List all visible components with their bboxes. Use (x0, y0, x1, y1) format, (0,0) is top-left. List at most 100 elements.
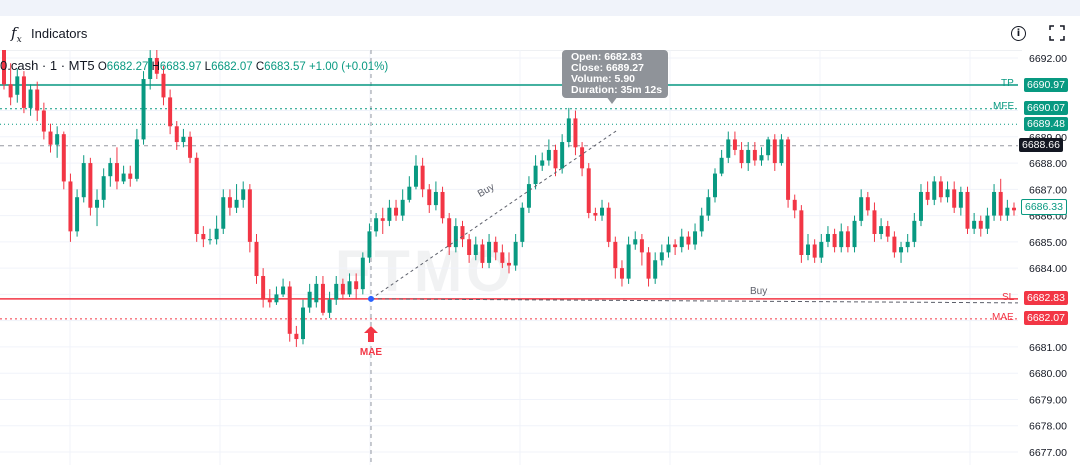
candle-body (825, 233, 830, 242)
candle-body (958, 191, 963, 208)
candle-body (281, 286, 286, 295)
candle-body (128, 173, 133, 179)
candle-body (859, 197, 864, 221)
mae-price-tag[interactable]: 6682.07 (1024, 311, 1068, 325)
candle-body (121, 173, 126, 182)
candle-body (41, 110, 46, 132)
candle-body (799, 210, 804, 255)
candle-body (380, 218, 385, 221)
candle-body (274, 294, 279, 303)
trade-tooltip: Open: 6682.83 Close: 6689.27 Volume: 5.9… (562, 50, 668, 98)
candle-body (141, 79, 146, 140)
candle-body (752, 149, 757, 161)
candle-body (194, 157, 199, 234)
candle-body (320, 283, 325, 313)
y-tick-label: 6677.00 (1029, 447, 1067, 459)
candle-body (307, 291, 312, 308)
candlestick-chart[interactable]: 6692.006691.006690.006689.006688.006687.… (0, 50, 1080, 465)
low-key: L (204, 61, 212, 73)
mae-level-label: MAE (992, 312, 1014, 323)
info-icon[interactable]: i (1011, 26, 1026, 41)
candle-body (706, 197, 711, 216)
y-tick-label: 6681.00 (1029, 342, 1067, 354)
candle-body (872, 210, 877, 234)
candle-body (201, 233, 206, 240)
candle-body (433, 191, 438, 206)
candle-body (819, 241, 824, 258)
candle-body (301, 307, 306, 340)
candle-body (746, 149, 751, 164)
candle-body (626, 244, 631, 279)
candle-body (154, 58, 159, 74)
candle-body (546, 149, 551, 161)
tooltip-volume: Volume: 5.90 (571, 73, 635, 85)
candle-body (938, 181, 943, 198)
mfe2-price-tag[interactable]: 6689.48 (1024, 117, 1068, 131)
candle-body (992, 191, 997, 216)
candle-body (540, 160, 545, 166)
candle-body (75, 197, 80, 232)
candle-body (925, 191, 930, 200)
symbol-label[interactable]: 0.cash · 1 · MT5 (0, 58, 95, 73)
candle-body (812, 244, 817, 258)
candle-body (234, 199, 239, 208)
change-value: +1.00 (+0.01%) (308, 61, 389, 73)
candle-body (719, 157, 724, 174)
candle-body (792, 199, 797, 211)
high-key: H (151, 61, 160, 73)
tooltip-duration: Duration: 35m 12s (571, 84, 663, 96)
candle-body (254, 241, 259, 277)
candle-body (978, 220, 983, 229)
candle-body (420, 165, 425, 190)
candle-body (181, 136, 186, 143)
candle-body (161, 73, 166, 98)
candle-body (261, 276, 266, 300)
candle-body (2, 50, 6, 85)
candle-body (779, 139, 784, 164)
candle-body (61, 134, 66, 182)
candle-body (487, 241, 492, 263)
y-tick-label: 6684.00 (1029, 263, 1067, 275)
tooltip-open: Open: 6682.83 (571, 51, 643, 63)
candle-body (712, 173, 717, 198)
candle-body (214, 228, 219, 240)
candle-body (247, 189, 252, 242)
sl-price-tag[interactable]: 6682.83 (1024, 291, 1068, 305)
candle-body (653, 260, 658, 279)
candle-body (593, 212, 598, 216)
candle-body (507, 262, 511, 266)
candle-body (267, 299, 272, 303)
candle-body (533, 165, 538, 185)
candle-body (560, 142, 565, 169)
mfe-label: MFE (993, 101, 1015, 112)
candle-body (892, 236, 897, 253)
mfe-price-tag[interactable]: 6690.07 (1024, 101, 1068, 115)
candle-body (287, 286, 292, 334)
candle-body (513, 241, 518, 266)
y-tick-label: 6678.00 (1029, 421, 1067, 433)
candle-body (440, 191, 445, 219)
candle-body (679, 236, 684, 248)
candle-body (400, 199, 405, 216)
candle-body (68, 181, 73, 232)
ohlc-legend: 0.cash · 1 · MT5 O6682.27 H6683.97 L6682… (0, 58, 388, 73)
candle-body (134, 139, 139, 179)
last-price-tag[interactable]: 6686.33 (1021, 199, 1067, 215)
candle-body (659, 252, 664, 261)
candle-body (586, 168, 591, 213)
candle-body (806, 244, 811, 255)
candle-body (526, 184, 531, 208)
cursor-price-tag: 6688.66 (1019, 138, 1063, 152)
indicators-button[interactable]: Indicators (31, 26, 88, 41)
function-icon[interactable]: fx (11, 24, 22, 45)
fullscreen-icon[interactable] (1049, 25, 1065, 41)
candle-body (294, 333, 299, 340)
candle-body (619, 268, 624, 279)
tp-price-tag[interactable]: 6690.97 (1024, 78, 1068, 92)
candle-body (885, 226, 890, 237)
mae-marker-text: MAE (359, 347, 383, 358)
candle-body (35, 89, 40, 111)
y-tick-label: 6692.00 (1029, 53, 1067, 65)
low-value: 6682.07 (211, 61, 253, 73)
candle-body (693, 231, 698, 245)
